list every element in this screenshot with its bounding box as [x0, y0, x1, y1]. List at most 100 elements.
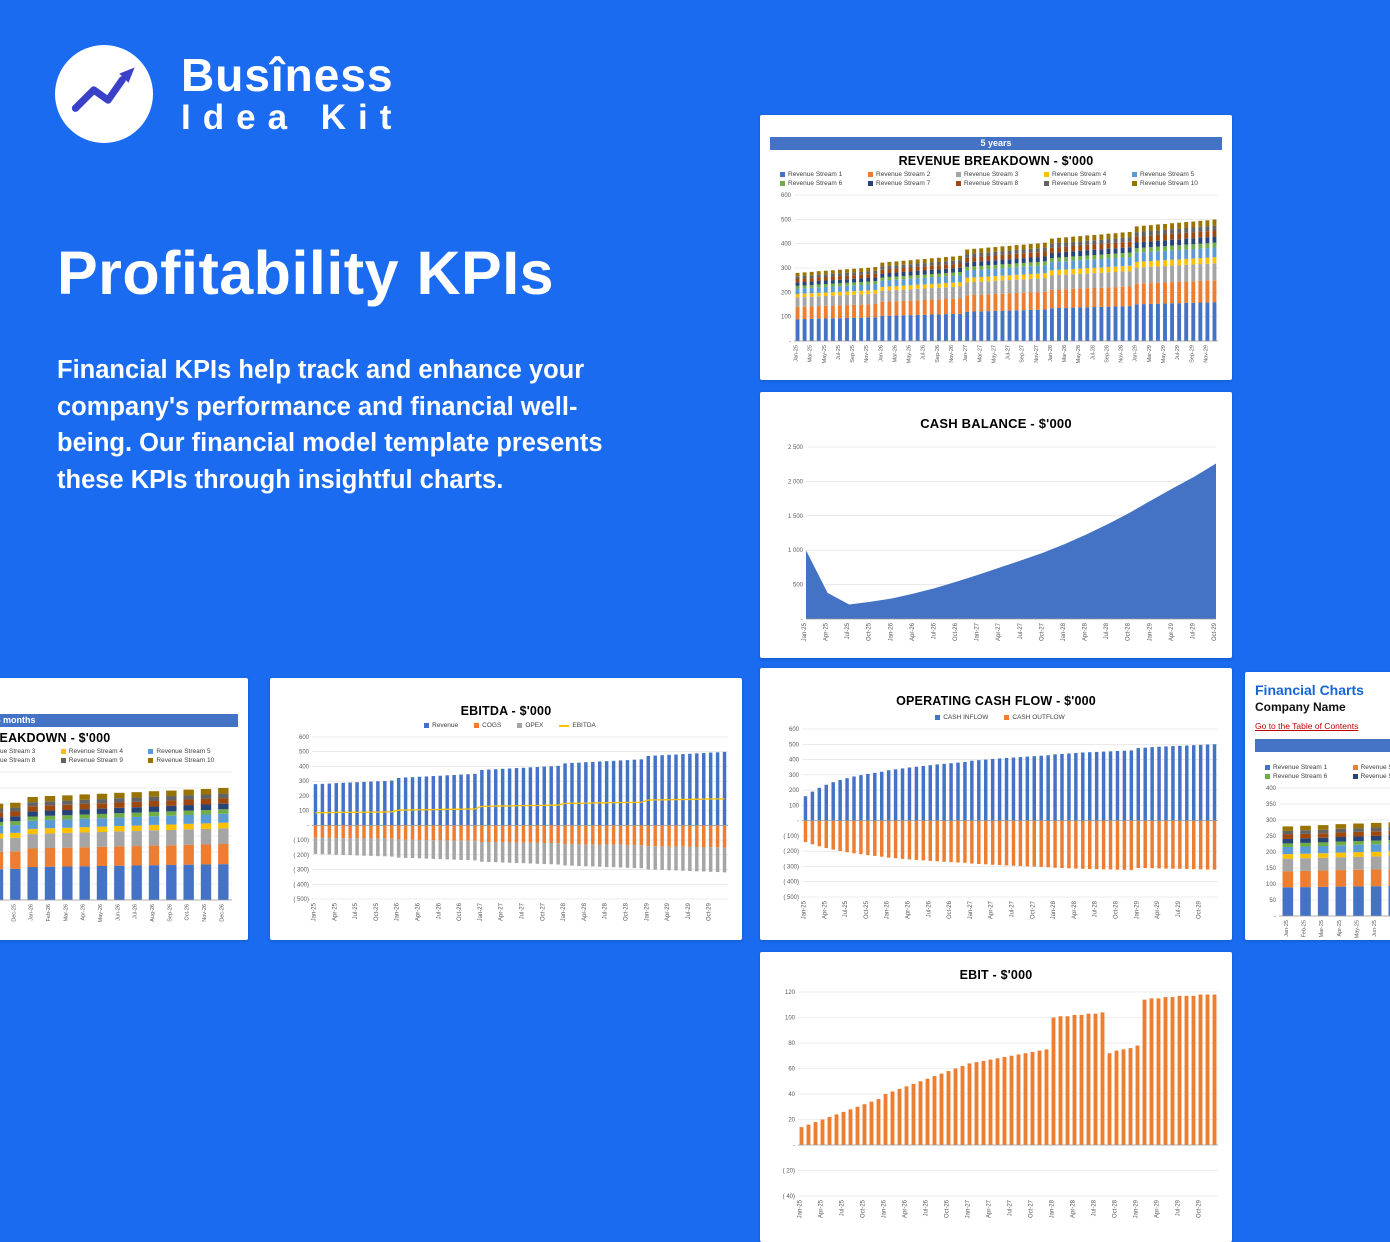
- svg-text:Sep-25: Sep-25: [850, 345, 856, 363]
- legend-label: Revenue Stream 6: [1273, 773, 1327, 780]
- svg-text:Apr-25: Apr-25: [332, 902, 338, 921]
- svg-text:Jul-28: Jul-28: [1104, 622, 1110, 639]
- legend-swatch-icon: [474, 723, 479, 728]
- svg-text:Dec-25: Dec-25: [11, 904, 17, 922]
- legend-label: Revenue Stream 2: [1361, 764, 1390, 771]
- svg-text:( 100): ( 100): [293, 838, 309, 844]
- legend-label: Revenue Stream 2: [876, 171, 930, 178]
- company-name: Company Name: [1255, 700, 1390, 714]
- svg-text:Oct-25: Oct-25: [864, 900, 870, 919]
- svg-text:Apr-27: Apr-27: [996, 622, 1002, 641]
- svg-text:Oct-27: Oct-27: [1030, 900, 1036, 919]
- svg-text:200: 200: [789, 788, 800, 794]
- chart-title-cash-balance: CASH BALANCE - $'000: [768, 416, 1224, 431]
- svg-text:Jan-25: Jan-25: [798, 1199, 804, 1218]
- svg-text:May-25: May-25: [822, 345, 828, 363]
- legend-label: Revenue Stream 9: [69, 757, 123, 764]
- legend-swatch-icon: [148, 749, 153, 754]
- svg-text:-: -: [797, 819, 799, 825]
- svg-text:Jan-28: Jan-28: [561, 902, 567, 921]
- svg-text:100: 100: [789, 803, 800, 809]
- legend-label: Revenue Stream 8: [964, 180, 1018, 187]
- legend-label: CASH INFLOW: [943, 714, 988, 721]
- legend-label: EBITDA: [572, 722, 595, 729]
- legend-item: CASH OUTFLOW: [1004, 714, 1064, 721]
- legend-swatch-icon: [1044, 172, 1049, 177]
- svg-text:Aug-26: Aug-26: [150, 904, 156, 922]
- svg-text:120: 120: [785, 990, 796, 996]
- page-background: Busîness Idea Kit Profitability KPIs Fin…: [0, 0, 1390, 1043]
- panel-operating-cash-flow: OPERATING CASH FLOW - $'000 CASH INFLOW C…: [760, 668, 1232, 940]
- svg-text:400: 400: [299, 764, 310, 770]
- svg-text:Jul-29: Jul-29: [1176, 900, 1182, 917]
- svg-text:Oct-26: Oct-26: [945, 1199, 951, 1218]
- svg-text:-: -: [793, 1143, 795, 1149]
- svg-text:Jan-25: Jan-25: [1284, 920, 1290, 937]
- svg-text:Jan-26: Jan-26: [878, 345, 884, 362]
- financial-charts-heading: Financial Charts: [1255, 682, 1390, 698]
- table-of-contents-link[interactable]: Go to the Table of Contents: [1255, 721, 1358, 731]
- brand-logo: Busîness Idea Kit: [55, 45, 403, 143]
- svg-text:250: 250: [1266, 834, 1277, 840]
- svg-text:Jan-28: Jan-28: [1051, 900, 1057, 919]
- svg-text:Jul-29: Jul-29: [1175, 345, 1181, 360]
- svg-text:Apr-25: Apr-25: [822, 900, 828, 919]
- svg-text:Apr-26: Apr-26: [910, 622, 916, 641]
- svg-text:( 300): ( 300): [293, 868, 309, 874]
- svg-text:Jan-27: Jan-27: [963, 345, 969, 362]
- svg-text:Oct-25: Oct-25: [374, 902, 380, 921]
- brand-word-idea-kit: Idea Kit: [181, 99, 403, 138]
- svg-text:Apr-26: Apr-26: [81, 904, 87, 921]
- legend-item: Revenue Stream 8: [956, 180, 1044, 187]
- legend-swatch-icon: [935, 715, 940, 720]
- svg-text:( 100): ( 100): [783, 834, 799, 840]
- svg-text:Nov-26: Nov-26: [949, 345, 955, 363]
- svg-text:Oct-25: Oct-25: [861, 1199, 867, 1218]
- svg-text:400: 400: [789, 758, 800, 764]
- legend-swatch-icon: [61, 758, 66, 763]
- period-badge-cover: [1255, 739, 1390, 752]
- svg-text:Jan-27: Jan-27: [966, 1199, 972, 1218]
- panel-revenue-breakdown-24m: 24 months REVENUE BREAKDOWN - $'000 Reve…: [0, 678, 248, 940]
- svg-text:Mar-26: Mar-26: [63, 904, 69, 921]
- chart-title-revenue-breakdown-24m: REVENUE BREAKDOWN - $'000: [0, 731, 240, 745]
- svg-text:100: 100: [1266, 882, 1277, 888]
- legend-label: Revenue Stream 4: [69, 748, 123, 755]
- svg-text:Jan-25: Jan-25: [794, 345, 800, 362]
- svg-text:40: 40: [788, 1092, 795, 1098]
- svg-text:Jan-29: Jan-29: [1134, 1199, 1140, 1218]
- svg-text:Sep-26: Sep-26: [167, 904, 173, 922]
- svg-text:Apr-29: Apr-29: [665, 902, 671, 921]
- svg-text:Apr-26: Apr-26: [903, 1199, 909, 1218]
- panel-revenue-breakdown-5y: 5 years REVENUE BREAKDOWN - $'000 Revenu…: [760, 115, 1232, 380]
- svg-text:Jul-28: Jul-28: [1090, 345, 1096, 360]
- legend-swatch-icon: [61, 749, 66, 754]
- svg-text:Oct-28: Oct-28: [1113, 1199, 1119, 1218]
- legend-item: Revenue Stream 9: [1044, 180, 1132, 187]
- svg-text:Oct-29: Oct-29: [1197, 1199, 1203, 1218]
- svg-text:( 200): ( 200): [783, 849, 799, 855]
- legend-label: Revenue Stream 1: [788, 171, 842, 178]
- svg-text:( 200): ( 200): [293, 853, 309, 859]
- svg-text:Jan-28: Jan-28: [1061, 622, 1067, 641]
- svg-text:-: -: [801, 617, 803, 623]
- legend-label: CASH OUTFLOW: [1012, 714, 1064, 721]
- svg-text:Apr-28: Apr-28: [1083, 622, 1089, 641]
- legend-label: Revenue: [432, 722, 458, 729]
- svg-text:May-26: May-26: [907, 345, 913, 363]
- svg-text:300: 300: [789, 773, 800, 779]
- legend-item: Revenue Stream 8: [0, 757, 61, 764]
- legend-swatch-icon: [424, 723, 429, 728]
- svg-text:50: 50: [1269, 898, 1276, 904]
- svg-text:Mar-26: Mar-26: [892, 345, 898, 362]
- legend-label: Revenue Stream 7: [1361, 773, 1390, 780]
- svg-text:Jan-26: Jan-26: [29, 904, 35, 921]
- svg-text:Apr-27: Apr-27: [989, 900, 995, 919]
- svg-text:Apr-27: Apr-27: [499, 902, 505, 921]
- chart-title-operating-cash-flow: OPERATING CASH FLOW - $'000: [768, 694, 1224, 708]
